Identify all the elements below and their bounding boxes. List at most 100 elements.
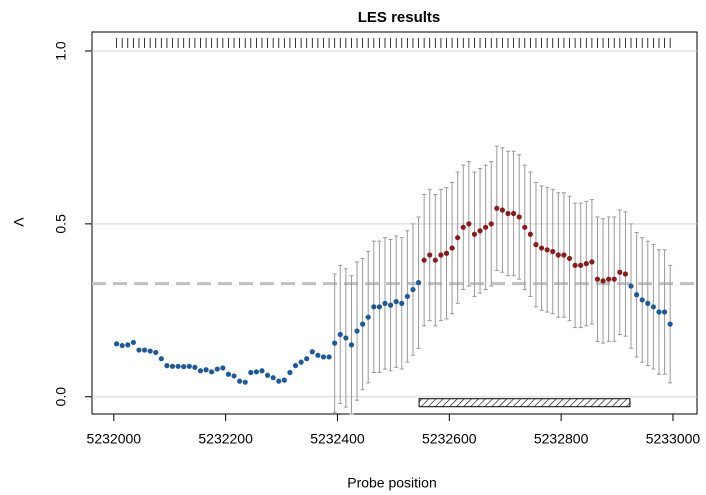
point bbox=[533, 242, 539, 248]
point bbox=[298, 359, 304, 365]
point bbox=[483, 224, 489, 230]
x-axis-label: Probe position bbox=[347, 475, 437, 491]
x-tick-label: 5232200 bbox=[198, 431, 253, 447]
x-tick-label: 5232400 bbox=[310, 431, 365, 447]
point bbox=[410, 286, 416, 293]
point bbox=[287, 369, 293, 376]
point bbox=[125, 342, 131, 348]
point bbox=[147, 348, 153, 354]
point bbox=[622, 271, 629, 277]
point bbox=[242, 379, 248, 385]
point bbox=[320, 354, 327, 360]
point bbox=[555, 252, 561, 258]
point bbox=[360, 321, 366, 327]
x-tick-label: 5233000 bbox=[646, 431, 701, 447]
point bbox=[510, 210, 517, 217]
point bbox=[114, 341, 120, 347]
point bbox=[505, 210, 511, 217]
point bbox=[583, 261, 589, 267]
point bbox=[650, 304, 656, 310]
point bbox=[460, 224, 466, 230]
point bbox=[639, 297, 645, 303]
point bbox=[634, 292, 640, 298]
point bbox=[292, 363, 299, 369]
point bbox=[337, 331, 343, 338]
point bbox=[164, 363, 170, 369]
point bbox=[270, 375, 276, 381]
point bbox=[561, 252, 567, 258]
y-tick-label: 1.0 bbox=[53, 41, 69, 61]
x-tick-label: 5232800 bbox=[534, 431, 589, 447]
x-tick-label: 5232600 bbox=[422, 431, 477, 447]
point bbox=[499, 207, 506, 213]
point bbox=[225, 371, 232, 377]
point bbox=[661, 309, 668, 315]
point bbox=[248, 369, 254, 376]
point bbox=[606, 276, 612, 282]
point bbox=[130, 339, 136, 346]
point bbox=[253, 369, 259, 375]
point bbox=[566, 255, 573, 262]
point bbox=[348, 342, 355, 348]
point bbox=[494, 205, 500, 211]
point bbox=[544, 247, 550, 253]
point bbox=[667, 321, 673, 327]
point bbox=[332, 340, 338, 346]
point bbox=[589, 259, 595, 265]
point bbox=[550, 248, 556, 255]
point bbox=[365, 314, 371, 320]
point bbox=[119, 342, 125, 349]
point bbox=[527, 231, 533, 237]
point bbox=[449, 245, 455, 251]
point bbox=[572, 262, 578, 268]
point bbox=[438, 252, 444, 258]
point bbox=[343, 335, 349, 341]
point bbox=[220, 365, 226, 371]
point bbox=[421, 257, 427, 263]
point bbox=[466, 221, 472, 227]
point bbox=[309, 349, 315, 355]
point bbox=[281, 377, 287, 383]
point bbox=[594, 276, 601, 282]
point bbox=[209, 369, 215, 375]
point bbox=[432, 257, 438, 263]
point bbox=[477, 228, 483, 234]
point bbox=[203, 367, 209, 373]
point bbox=[326, 354, 332, 360]
point bbox=[427, 252, 433, 258]
point bbox=[186, 363, 192, 369]
point bbox=[656, 309, 662, 315]
point bbox=[488, 221, 494, 227]
point bbox=[169, 363, 176, 369]
point bbox=[354, 328, 360, 334]
point bbox=[141, 347, 148, 353]
point bbox=[516, 214, 522, 220]
point bbox=[611, 276, 617, 282]
point bbox=[259, 368, 265, 374]
region-bar bbox=[418, 398, 631, 408]
y-tick-label: 0.0 bbox=[53, 387, 69, 407]
y-tick-label: 0.5 bbox=[53, 214, 69, 234]
point bbox=[304, 356, 310, 362]
point bbox=[231, 373, 237, 379]
plot-frame bbox=[91, 31, 698, 415]
point bbox=[276, 378, 282, 384]
point bbox=[175, 363, 181, 369]
point bbox=[415, 280, 422, 286]
point bbox=[628, 283, 634, 289]
point bbox=[192, 364, 198, 370]
x-tick-label: 5232000 bbox=[87, 431, 142, 447]
point bbox=[214, 366, 220, 372]
point bbox=[404, 293, 410, 300]
point bbox=[153, 349, 159, 356]
point bbox=[443, 250, 450, 256]
point bbox=[399, 300, 405, 306]
point bbox=[371, 304, 377, 310]
point bbox=[136, 347, 142, 353]
point bbox=[237, 378, 243, 384]
point bbox=[197, 368, 204, 374]
point bbox=[645, 300, 651, 306]
point bbox=[455, 235, 461, 241]
point bbox=[617, 269, 623, 275]
